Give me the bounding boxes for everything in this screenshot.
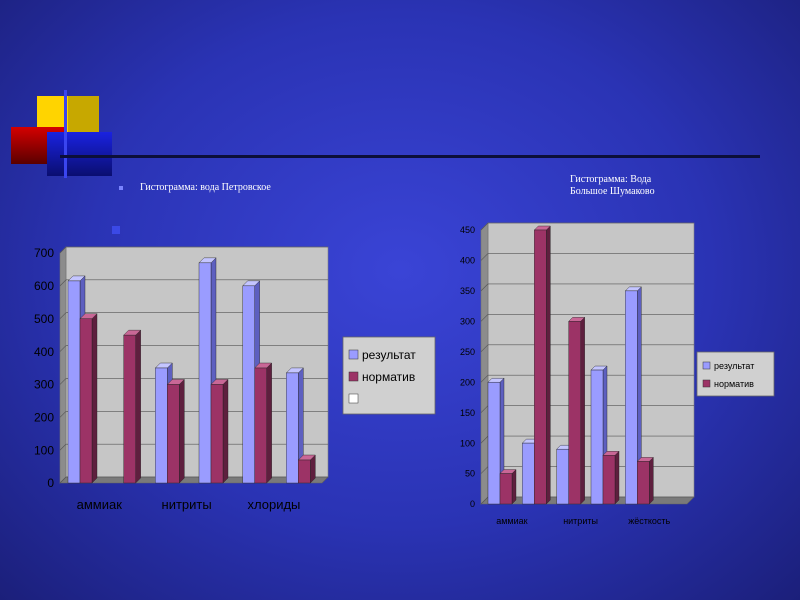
chart0-y-tick-label: 500 (34, 312, 54, 326)
chart1-grid-side (480, 222, 489, 231)
chart0-bar-result (286, 372, 299, 484)
left-chart-caption: Гистограмма: вода Петровское (140, 182, 271, 193)
chart0-bar-side (222, 378, 229, 484)
chart0-bar-result (155, 367, 168, 484)
slide-divider-line (60, 155, 760, 158)
chart0-plot-side (59, 246, 67, 484)
chart0-bar-norm (167, 384, 180, 484)
chart0-bar-result (242, 285, 255, 484)
chart1-grid-side (480, 496, 489, 505)
chart1-grid-side (480, 466, 489, 474)
chart1-y-tick-label: 400 (460, 256, 475, 266)
chart1-y-tick-label: 350 (460, 286, 475, 296)
right-chart-caption-line2: Большое Шумаково (570, 186, 655, 197)
chart0-plot-back (65, 246, 329, 478)
chart0-bar-result (198, 262, 212, 484)
chart1-y-tick-label: 200 (460, 377, 475, 387)
chart1-bar-side (580, 316, 585, 505)
chart0-grid-side (59, 246, 67, 254)
chart1-bar-norm (499, 473, 513, 505)
chart0-legend (342, 336, 436, 415)
chart0-grid-side (59, 476, 67, 484)
chart0-legend-swatch (348, 371, 359, 382)
chart0-bar-norm (79, 318, 93, 484)
chart1-legend-swatch (702, 379, 711, 388)
chart0-grid-side (59, 312, 67, 319)
chart0-bar-side (266, 362, 272, 484)
chart1-y-tick-label: 300 (460, 316, 475, 326)
chart1-y-tick-label: 150 (460, 408, 475, 418)
chart1-bar-result (625, 290, 638, 505)
chart1-legend (696, 351, 775, 397)
deco-yellow-dark-square (68, 96, 99, 134)
chart0-grid-side (59, 345, 67, 352)
chart1-y-tick-label: 100 (460, 438, 475, 448)
chart1-bar-side (614, 450, 620, 505)
chart0-legend-label: результат (362, 348, 416, 362)
chart1-grid-side (480, 253, 489, 261)
chart1-bar-norm (637, 461, 650, 505)
right-chart-caption-line1: Гистограмма: Вода (570, 174, 652, 185)
chart0-bar-side (135, 329, 141, 484)
chart0-grid-side (59, 443, 67, 451)
deco-vertical-line (64, 90, 67, 178)
chart0-bar-norm (123, 334, 136, 484)
deco-blue-square (47, 132, 112, 176)
chart1-y-tick-label: 250 (460, 347, 475, 357)
chart1-bar-norm (568, 321, 581, 505)
decorative-square-marker (112, 226, 120, 234)
chart1-grid-side (480, 405, 489, 413)
caption-bullet (119, 186, 123, 190)
chart1-legend-label: результат (714, 361, 754, 371)
chart1-grid-side (480, 314, 489, 322)
chart1-grid-side (480, 344, 489, 352)
chart0-x-tick-label: нитриты (162, 497, 212, 512)
chart1-grid-side (480, 283, 489, 292)
chart1-bar-result (556, 449, 569, 505)
chart0-y-tick-label: 0 (47, 476, 54, 490)
chart1-bar-norm (534, 229, 547, 505)
chart0-x-tick-label: хлориды (248, 497, 301, 512)
chart0-bar-side (179, 378, 185, 484)
chart0-y-tick-label: 300 (34, 378, 54, 392)
chart1-grid-side (480, 375, 489, 383)
chart0-bar-norm (254, 367, 267, 484)
chart1-legend-label: норматив (714, 379, 754, 389)
chart0-bar-result (67, 280, 81, 484)
chart0-bar-norm (298, 459, 311, 484)
chart0-y-tick-label: 100 (34, 443, 54, 457)
chart0-grid-side (59, 279, 67, 287)
chart0-y-tick-label: 200 (34, 410, 54, 424)
chart1-x-tick-label: аммиак (496, 516, 527, 526)
chart0-bar-norm (210, 384, 224, 484)
chart1-bar-side (511, 469, 517, 505)
chart0-legend-label: норматив (362, 370, 415, 384)
chart1-bar-side (649, 456, 654, 505)
chart1-x-tick-label: нитриты (563, 516, 598, 526)
chart1-bar-result (590, 369, 604, 505)
chart1-plot-side (480, 222, 489, 505)
chart1-y-tick-label: 50 (465, 469, 475, 479)
chart1-y-tick-label: 0 (470, 499, 475, 509)
chart1-bar-side (546, 225, 551, 505)
chart1-bar-result (487, 382, 501, 505)
chart1-bar-result (522, 442, 535, 505)
chart0-bar-side (91, 313, 98, 484)
chart0-grid-side (59, 411, 67, 418)
chart0-y-tick-label: 600 (34, 279, 54, 293)
chart0-y-tick-label: 700 (34, 246, 54, 260)
chart0-legend-swatch (348, 393, 359, 404)
chart1-bar-norm (602, 455, 616, 505)
chart1-y-tick-label: 450 (460, 225, 475, 235)
chart0-y-tick-label: 400 (34, 345, 54, 359)
chart1-x-tick-label: жёсткость (628, 516, 670, 526)
chart1-legend-swatch (702, 361, 711, 370)
chart0-grid-side (59, 378, 67, 385)
chart0-legend-swatch (348, 349, 359, 360)
chart0-x-tick-label: аммиак (77, 497, 123, 512)
chart1-grid-side (480, 435, 489, 444)
